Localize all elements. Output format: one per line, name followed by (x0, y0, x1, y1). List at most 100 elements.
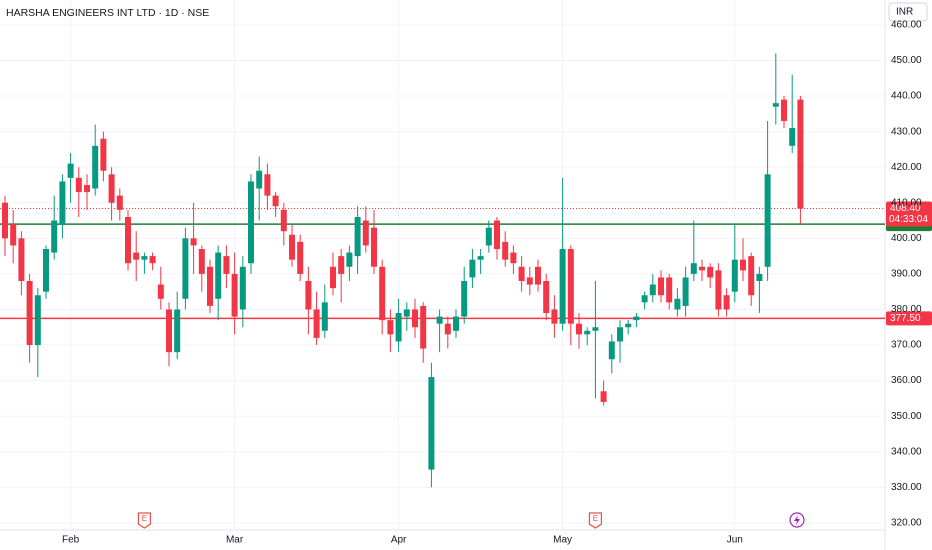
candle-body (223, 256, 230, 274)
earnings-icon (137, 512, 151, 529)
candle-body (559, 248, 566, 324)
y-tick-label: 320.00 (891, 518, 922, 529)
candle-body (108, 174, 115, 203)
currency-box[interactable] (888, 2, 928, 22)
candle-body (772, 103, 779, 107)
candle-body (305, 281, 312, 310)
candle-body (625, 323, 632, 328)
candle-body (600, 391, 607, 402)
candle-body (723, 295, 730, 310)
candle-body (371, 227, 377, 267)
candle-body (428, 377, 435, 470)
candle-body (125, 216, 131, 264)
candle-body (699, 266, 705, 271)
y-tick-label: 420.00 (891, 162, 922, 173)
dividend-bolt (794, 515, 800, 525)
candle-body (198, 248, 205, 274)
x-tick-label: Feb (62, 535, 80, 546)
candle-body (354, 216, 361, 257)
candle-body (330, 266, 336, 289)
candle-body (174, 309, 181, 353)
currency[interactable]: INR (896, 7, 913, 18)
candle-body (297, 241, 304, 274)
y-tick-label: 340.00 (891, 446, 922, 457)
candle-body (157, 284, 164, 299)
candle-body (420, 305, 427, 349)
candle-body (75, 177, 82, 193)
y-tick-label: 360.00 (891, 375, 922, 386)
candle-body (567, 248, 574, 324)
candle-body (485, 227, 492, 246)
candle-body (641, 295, 648, 303)
candle-body (526, 277, 533, 285)
y-tick-label: 430.00 (891, 126, 922, 137)
candle-body (395, 313, 402, 342)
candle-body (256, 170, 263, 189)
candle-body (43, 248, 49, 292)
candle-body (617, 327, 623, 342)
candle-body (658, 277, 664, 296)
earnings-label[interactable]: E (593, 514, 598, 523)
candle-body (346, 252, 353, 267)
y-tick-label: 380.00 (891, 304, 922, 315)
candle-body (543, 281, 550, 314)
y-tick-label: 390.00 (891, 269, 922, 280)
candle-body (518, 266, 525, 282)
candle-body (321, 302, 328, 331)
y-tick-label: 330.00 (891, 482, 922, 493)
candle-body (682, 277, 689, 306)
candle-body (690, 263, 697, 274)
candle-body (207, 266, 213, 306)
candle-body (797, 99, 804, 209)
x-tick-label: Mar (226, 535, 244, 546)
candle-body (182, 238, 189, 299)
last-price-box (886, 201, 932, 227)
candle-body (190, 238, 197, 246)
y-tick-label: 440.00 (891, 91, 922, 102)
candle-body (2, 202, 8, 239)
candle-body (731, 259, 738, 292)
candle-body (84, 184, 90, 193)
candle-body (608, 341, 615, 360)
x-tick-label: Jun (727, 535, 743, 546)
candle-body (436, 316, 443, 324)
y-tick-label: 350.00 (891, 411, 922, 422)
candle-body (781, 99, 787, 121)
candle-body (715, 270, 722, 310)
x-tick-label: May (553, 535, 572, 546)
candle-body (362, 220, 369, 246)
chart-title: HARSHA ENGINEERS INT LTD · 1D · NSE (6, 7, 209, 19)
candle-body (67, 163, 74, 178)
candle-body (10, 224, 17, 246)
dividend-icon[interactable] (789, 512, 805, 528)
countdown-label: 04:33:04 (889, 214, 928, 225)
x-tick-label: Apr (391, 535, 407, 546)
candle-body (469, 259, 476, 278)
y-tick-label: 450.00 (891, 55, 922, 66)
candle-body (59, 181, 66, 225)
level-label-box (886, 311, 932, 326)
candle-body (576, 323, 582, 335)
candle-body (461, 281, 468, 317)
candle-body (633, 316, 640, 321)
candle-body (535, 266, 541, 285)
candle-body (666, 277, 673, 303)
candle-body (403, 309, 410, 317)
candle-body (477, 256, 484, 260)
candle-body (674, 298, 681, 310)
candle-body (166, 309, 172, 353)
candle-body (740, 259, 746, 271)
candle-body (133, 252, 140, 260)
candle-body (92, 145, 99, 189)
candle-body (248, 181, 254, 264)
level-label: 377.50 (890, 313, 921, 324)
candle-body (215, 252, 222, 299)
y-tick-label: 460.00 (891, 20, 922, 31)
candle-body (18, 238, 25, 282)
candle-body (592, 327, 599, 331)
candle-body (584, 330, 591, 335)
candle-body (764, 174, 771, 267)
earnings-label[interactable]: E (142, 514, 147, 523)
